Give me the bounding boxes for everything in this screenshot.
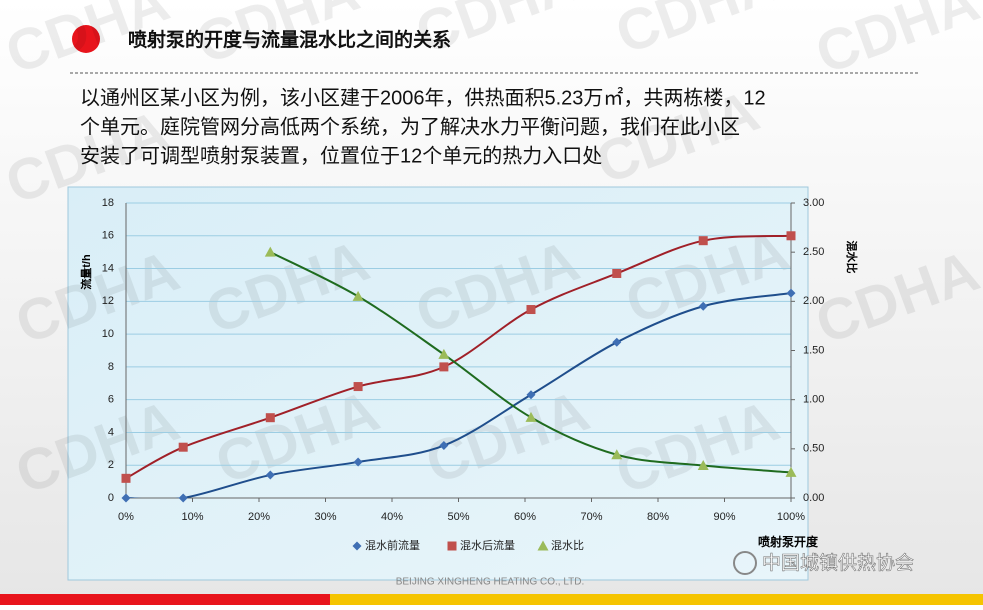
marker	[178, 442, 188, 452]
x-tick-label: 50%	[447, 511, 469, 523]
x-tick-label: 40%	[381, 511, 403, 523]
marker	[786, 231, 796, 241]
x-tick-label: 30%	[314, 511, 336, 523]
marker	[265, 413, 275, 423]
paragraph-line: 安装了可调型喷射泵装置，位置位于12个单元的热力入口处	[80, 144, 602, 167]
y2-tick-label: 1.00	[803, 394, 824, 406]
marker	[439, 441, 449, 451]
y-tick-label: 6	[108, 394, 114, 406]
marker	[785, 466, 797, 477]
x-tick-label: 90%	[713, 511, 735, 523]
y2-axis-label: 混水比	[845, 241, 859, 274]
x-tick-label: 60%	[514, 511, 536, 523]
slide-title: 喷射泵的开度与流量混水比之间的关系	[128, 28, 451, 51]
marker	[353, 457, 363, 467]
marker	[697, 460, 709, 471]
y2-tick-label: 3.00	[803, 197, 824, 209]
marker	[612, 337, 622, 347]
y-axis-label: 流量t/h	[79, 254, 93, 290]
wechat-icon	[733, 551, 757, 575]
y-tick-label: 0	[108, 492, 114, 504]
legend-label: 混水前流量	[365, 538, 420, 552]
marker	[265, 470, 275, 480]
marker	[525, 411, 537, 422]
marker	[526, 305, 536, 315]
footer-brand: 中国城镇供热协会	[762, 552, 914, 574]
y2-tick-label: 2.50	[803, 246, 824, 258]
legend-marker	[447, 541, 457, 551]
title-dot	[72, 25, 100, 53]
marker	[352, 290, 364, 301]
marker	[121, 473, 131, 483]
paragraph-line: 以通州区某小区为例，该小区建于2006年，供热面积5.23万㎡，共两栋楼，12	[80, 85, 766, 109]
marker	[786, 288, 796, 298]
y-tick-label: 4	[108, 426, 114, 438]
x-tick-label: 10%	[181, 511, 203, 523]
x-axis-label: 喷射泵开度	[758, 534, 819, 549]
footer-company: BEIJING XINGHENG HEATING CO., LTD.	[396, 577, 585, 588]
marker	[698, 301, 708, 311]
paragraph: 以通州区某小区为例，该小区建于2006年，供热面积5.23万㎡，共两栋楼，12 个…	[80, 85, 766, 167]
y-tick-label: 18	[102, 197, 114, 209]
y-tick-label: 14	[102, 262, 114, 274]
legend-marker	[352, 541, 362, 551]
marker	[439, 362, 449, 372]
marker	[353, 382, 363, 392]
paragraph-line: 个单元。庭院管网分高低两个系统，为了解决水力平衡问题，我们在此小区	[80, 115, 740, 138]
marker	[438, 348, 450, 359]
y2-tick-label: 0.50	[803, 443, 824, 455]
x-tick-label: 100%	[777, 511, 805, 523]
marker	[526, 390, 536, 400]
marker	[698, 236, 708, 246]
marker	[612, 268, 622, 278]
x-tick-label: 80%	[647, 511, 669, 523]
legend-marker	[537, 540, 549, 551]
marker	[178, 493, 188, 503]
y-tick-label: 2	[108, 459, 114, 471]
marker	[264, 246, 276, 257]
series-line	[126, 292, 791, 498]
footer-bar	[0, 594, 983, 605]
x-tick-label: 70%	[580, 511, 602, 523]
y-tick-label: 10	[102, 328, 114, 340]
y2-tick-label: 1.50	[803, 344, 824, 356]
footer-bar-red	[0, 594, 330, 605]
y-tick-label: 8	[108, 361, 114, 373]
y-tick-label: 16	[102, 230, 114, 242]
marker	[611, 449, 623, 460]
chart-area	[67, 186, 809, 581]
y2-tick-label: 2.00	[803, 295, 824, 307]
y-tick-label: 12	[102, 295, 114, 307]
legend-label: 混水后流量	[460, 538, 515, 552]
marker	[121, 493, 131, 503]
legend-label: 混水比	[551, 539, 584, 552]
x-tick-label: 0%	[118, 511, 134, 523]
y2-tick-label: 0.00	[803, 492, 824, 504]
x-tick-label: 20%	[248, 511, 270, 523]
